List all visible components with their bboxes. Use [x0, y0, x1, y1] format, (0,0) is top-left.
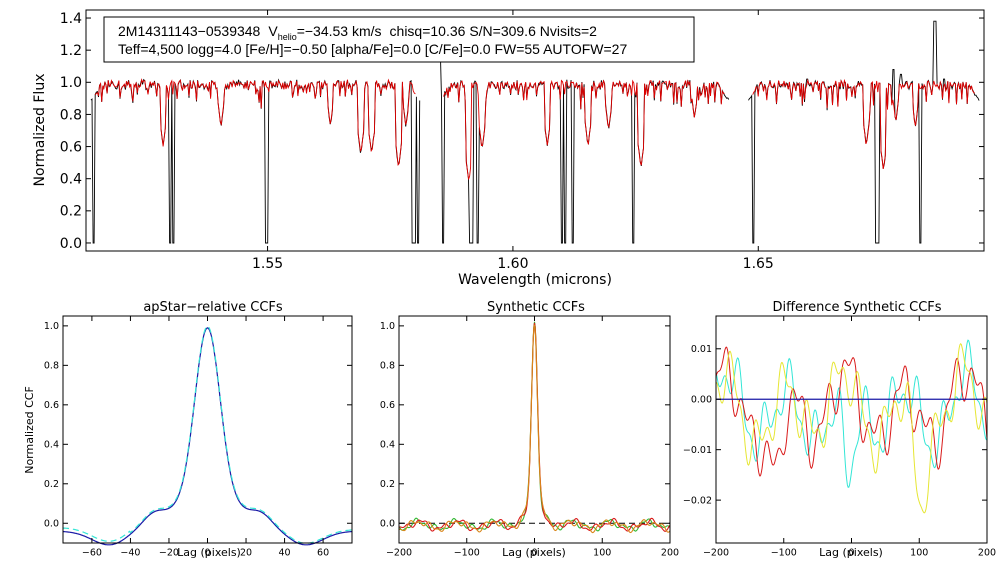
- synthetic-ccf-xtick-label: −100: [454, 548, 480, 559]
- synthetic-ccf-ytick-label: 0.8: [380, 361, 395, 372]
- apstar-ccf-ytick-label: 0.8: [44, 361, 59, 372]
- synthetic-ccf-plot-area: [398, 321, 671, 534]
- synthetic-ccf-ytick-label: 0.4: [380, 440, 395, 451]
- apstar-ccf-xtick-label: −20: [159, 548, 179, 559]
- annotation-box: 2M14311143−0539348 Vhelio=−34.53 km/s chis…: [103, 16, 695, 63]
- apstar-ccf-xlabel: Lag (pixels): [177, 546, 241, 559]
- spectrum-ytick-label: 0.4: [60, 172, 82, 188]
- synthetic-ccf-xlabel: Lag (pixels): [502, 546, 566, 559]
- apstar-ccf-title: apStar−relative CCFs: [143, 300, 283, 315]
- difference-ccf-ytick-label: 0.00: [691, 395, 712, 406]
- apstar-ccf-curve-2: [62, 325, 352, 544]
- spectrum-ytick-label: 1.2: [60, 43, 82, 59]
- difference-ccf-ticks: −200 −100 0 100 200 0.01 0.00 −0.01 −0.02: [683, 316, 996, 559]
- difference-ccf-curve-red: [715, 346, 988, 477]
- apstar-ccf-ylabel: Normalized CCF: [23, 386, 36, 474]
- apstar-ccf-xtick-label: 60: [317, 548, 329, 559]
- difference-ccf-curve-yellow: [715, 343, 988, 514]
- synthetic-ccf-ytick-label: 0.0: [380, 519, 395, 530]
- difference-ccf-plot-area: [715, 339, 988, 514]
- difference-ccf-title: Difference Synthetic CCFs: [772, 300, 941, 315]
- synthetic-ccf-xtick-label: 200: [661, 548, 679, 559]
- difference-ccf-ytick-label: −0.02: [683, 495, 712, 506]
- synthetic-ccf-title: Synthetic CCFs: [487, 300, 585, 315]
- difference-ccf-xtick-label: −200: [703, 548, 729, 559]
- spectrum-ytick-label: 0.6: [60, 139, 82, 155]
- apstar-ccf-ticks: −60 −40 −20 0 20 40 60 0.0 0.2 0.4 0.6 0.8 1.0: [44, 316, 352, 559]
- spectrum-ytick-label: 1.4: [60, 11, 82, 27]
- apstar-ccf-xtick-label: −60: [82, 548, 102, 559]
- spectrum-ytick-label: 0.2: [60, 204, 82, 220]
- difference-ccf-xtick-label: 200: [978, 548, 996, 559]
- spectrum-ytick-label: 1.0: [60, 75, 82, 91]
- difference-ccf-xtick-label: −100: [771, 548, 797, 559]
- spectrum-ytick-label: 0.0: [60, 236, 82, 252]
- synthetic-ccf-curve-3: [398, 324, 671, 534]
- vhelio-subscript: helio: [278, 32, 297, 42]
- vhelio-symbol: V: [268, 23, 278, 39]
- synthetic-ccf-panel: Synthetic CCFs −200 −100 0 100 200 0.0 0.2 0.4 0…: [380, 300, 679, 559]
- synthetic-ccf-curve-2: [398, 322, 671, 532]
- apstar-ccf-curve-1: [63, 327, 352, 546]
- difference-ccf-xlabel: Lag (pixels): [819, 546, 883, 559]
- annotation-line1: 2M14311143−0539348 Vhelio=−34.53 km/s chis…: [118, 23, 597, 42]
- spectrum-axes-frame: [85, 9, 985, 252]
- spectrum-xtick-label: 1.65: [743, 256, 774, 272]
- spectrum-xtick-label: 1.60: [497, 256, 528, 272]
- apstar-ccf-ytick-label: 1.0: [44, 321, 59, 332]
- fit-stats: chisq=10.36 S/N=309.6 Nvisits=2: [390, 23, 598, 39]
- star-id: 2M14311143−0539348: [118, 23, 261, 39]
- apstar-ccf-panel: apStar−relative CCFs −60 −40 −20 0 20 40 60 0.0…: [23, 300, 353, 559]
- synthetic-ccf-ytick-label: 1.0: [380, 321, 395, 332]
- annotation-frame: [103, 16, 695, 63]
- apstar-ccf-xtick-label: 20: [240, 548, 252, 559]
- synthetic-ccf-xtick-label: 0: [531, 548, 537, 559]
- spectrum-panel: 1.55 1.60 1.65 0.0 0.2 0.4 0.6 0.8 1.0 1.2 1.4 Wav…: [32, 9, 985, 288]
- apstar-ccf-ytick-label: 0.0: [44, 519, 59, 530]
- model-spectrum-chip-2: [443, 79, 725, 180]
- synthetic-ccf-xtick-label: 100: [593, 548, 611, 559]
- difference-ccf-curve-cyan: [715, 339, 988, 488]
- model-spectrum-chip-1: [94, 78, 416, 166]
- apstar-ccf-plot-area: [62, 325, 352, 546]
- apstar-ccf-xtick-label: 40: [279, 548, 291, 559]
- apstar-ccf-xtick-label: 0: [204, 548, 210, 559]
- synthetic-ccf-ytick-label: 0.2: [380, 479, 395, 490]
- synthetic-ccf-ytick-label: 0.6: [380, 400, 395, 411]
- difference-ccf-ytick-label: 0.01: [691, 344, 712, 355]
- difference-ccf-ytick-label: −0.01: [683, 445, 712, 456]
- apstar-ccf-ytick-label: 0.4: [44, 440, 59, 451]
- spectrum-xtick-label: 1.55: [252, 256, 283, 272]
- difference-ccf-xtick-label: 100: [910, 548, 928, 559]
- synthetic-ccf-ticks: −200 −100 0 100 200 0.0 0.2 0.4 0.6 0.8 1.0: [380, 316, 679, 559]
- vhelio-value: =−34.53 km/s: [297, 23, 382, 39]
- apstar-ccf-xtick-label: −40: [120, 548, 140, 559]
- difference-ccf-xtick-label: 0: [848, 548, 854, 559]
- apstar-ccf-ytick-label: 0.2: [44, 479, 59, 490]
- apstar-ccf-ytick-label: 0.6: [44, 400, 59, 411]
- difference-ccf-panel: Difference Synthetic CCFs −200 −100 0 100 20…: [683, 300, 996, 559]
- spectrum-ytick-label: 0.8: [60, 107, 82, 123]
- spectrum-xlabel: Wavelength (microns): [458, 272, 612, 288]
- model-spectrum-chip-3: [752, 78, 976, 169]
- spectrum-ticks: 1.55 1.60 1.65 0.0 0.2 0.4 0.6 0.8 1.0 1.2 1.4: [60, 10, 984, 272]
- synthetic-ccf-xtick-label: −200: [386, 548, 412, 559]
- spectrum-plot-area: [90, 20, 980, 244]
- annotation-line2: Teff=4,500 logg=4.0 [Fe/H]=−0.50 [alpha/…: [118, 41, 627, 57]
- spectrum-ylabel: Normalized Flux: [32, 74, 48, 187]
